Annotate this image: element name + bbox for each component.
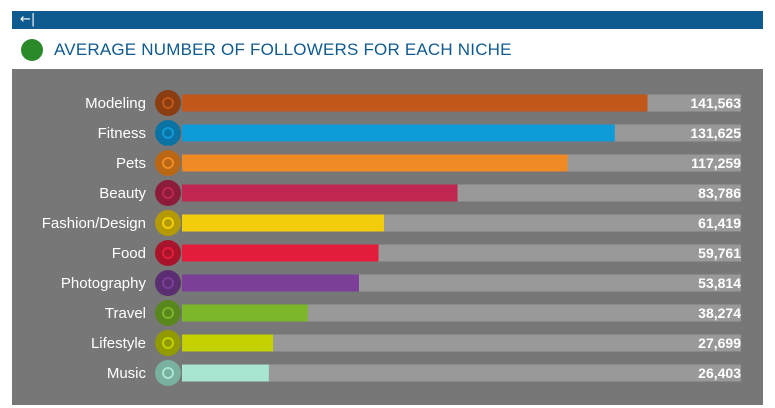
logo-icon [21,39,43,61]
camera-icon [155,270,181,296]
bar-track [182,334,741,352]
bar-beauty [182,184,458,202]
music-note-icon-glyph [162,367,174,379]
camera-icon-glyph [162,277,174,289]
value-label: 38,274 [698,305,741,321]
category-label: Music [107,365,147,382]
category-label: Pets [116,155,146,172]
value-label: 117,259 [691,155,741,171]
category-label: Fitness [98,125,146,142]
bar-food [182,244,379,262]
lips-icon [155,180,181,206]
category-label: Travel [105,305,146,322]
bar-fitness [182,124,615,142]
category-label: Modeling [85,95,146,112]
bar-photography [182,274,359,292]
fork-knife-icon [155,240,181,266]
value-label: 141,563 [690,95,741,111]
chart-header: AVERAGE NUMBER OF FOLLOWERS FOR EACH NIC… [12,29,763,69]
value-label: 26,403 [698,365,741,381]
bar-chart: Modeling 141,563 Fitness 131,625 Pets 117,259… [42,90,741,386]
paw-icon [155,150,181,176]
airplane-icon [155,300,181,326]
value-label: 83,786 [698,185,741,201]
bar-lifestyle [182,334,274,352]
category-label: Fashion/Design [42,215,146,232]
dumbbell-icon [155,120,181,146]
category-label: Food [112,245,146,262]
value-label: 59,761 [698,245,741,261]
value-label: 53,814 [698,275,741,291]
value-label: 131,625 [690,125,741,141]
model-icon [155,90,181,116]
money-bag-icon [155,330,181,356]
category-label: Photography [61,275,147,292]
bar-track [182,304,741,322]
fork-knife-icon-glyph [162,247,174,259]
paw-icon-glyph [162,157,174,169]
value-label: 61,419 [698,215,741,231]
bar-track [182,364,741,382]
dress-icon-glyph [162,217,174,229]
dress-icon [155,210,181,236]
chart-title: AVERAGE NUMBER OF FOLLOWERS FOR EACH NIC… [54,40,512,59]
music-note-icon [155,360,181,386]
back-icon[interactable]: ←| [20,12,36,27]
category-label: Lifestyle [91,335,146,352]
chart-panel: Modeling 141,563 Fitness 131,625 Pets 117,259… [12,69,763,405]
money-bag-icon-glyph [162,337,174,349]
bar-travel [182,304,308,322]
bar-music [182,364,269,382]
value-label: 27,699 [698,335,741,351]
bar-fashion-design [182,214,384,232]
bar-modeling [182,94,648,112]
airplane-icon-glyph [162,307,174,319]
bar-pets [182,154,568,172]
dumbbell-icon-glyph [162,127,174,139]
category-label: Beauty [99,185,146,202]
model-icon-glyph [162,97,174,109]
top-bar: ←| [12,11,763,29]
lips-icon-glyph [162,187,174,199]
